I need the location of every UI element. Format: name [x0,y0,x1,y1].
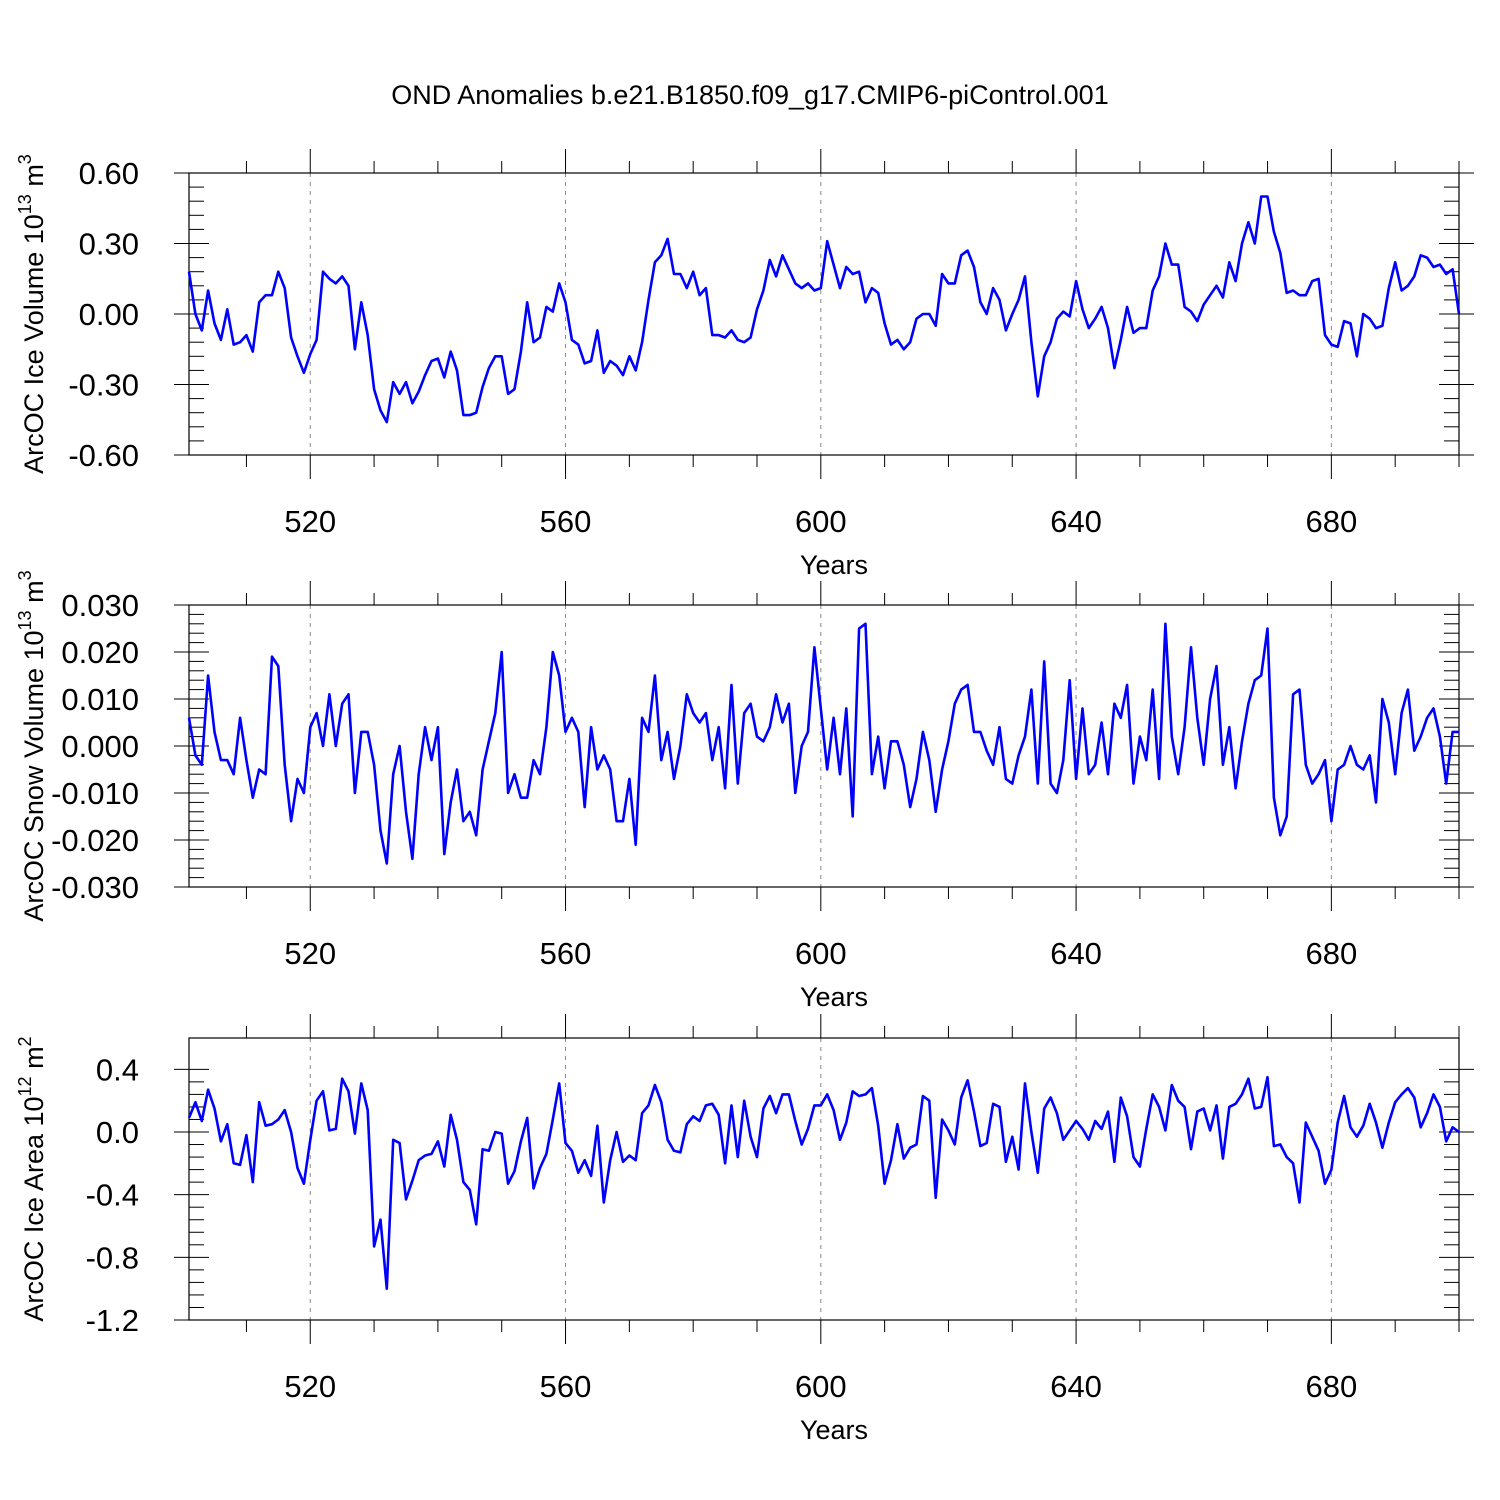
ice-volume-xtick-label: 520 [284,504,336,539]
ice-area-plot-frame [188,1037,1460,1321]
ice-volume-xlabel: Years [800,550,868,580]
snow-volume-ytick-label: -0.010 [51,776,139,811]
ice-area-ylabel: ArcOC Ice Area 1012 m2 [15,1036,49,1321]
ice-area-ytick-label: -1.2 [86,1303,139,1338]
snow-volume-ylabel: ArcOC Snow Volume 10 [19,630,49,921]
snow-volume-ylabel-unit-exp: 3 [15,570,35,580]
ice-area-xtick-label: 640 [1050,1369,1102,1404]
ice-area-xtick-label: 520 [284,1369,336,1404]
snow-volume-ytick-label: -0.030 [51,870,139,905]
ice-area-ylabel: ArcOC Ice Area 10 [19,1096,49,1321]
snow-volume-plot-frame [188,604,1460,888]
ice-volume-ytick-label: 0.60 [79,156,139,191]
snow-volume-xtick-label: 560 [540,936,592,971]
ice-volume-ytick-label: -0.60 [68,438,139,473]
snow-volume-ylabel-exp: 13 [15,610,35,630]
ice-area-ylabel-exp: 12 [15,1076,35,1096]
ice-volume-ytick-label: 0.00 [79,297,139,332]
ice-volume-ytick-label: -0.30 [68,368,139,403]
ice-area-ytick-label: -0.8 [86,1240,139,1275]
ice-volume-ylabel: ArcOC Ice Volume 10 [19,214,49,474]
ice-area-ylabel-unit: m [19,1046,49,1076]
ice-volume-ylabel: ArcOC Ice Volume 1013 m3 [15,154,49,474]
snow-volume-ytick-label: 0.010 [61,682,139,717]
chart-title: OND Anomalies b.e21.B1850.f09_g17.CMIP6-… [391,80,1109,110]
ice-area-series-line [187,1075,1460,1290]
ice-area-xtick-label: 680 [1305,1369,1357,1404]
snow-volume-xtick-label: 680 [1305,936,1357,971]
snow-volume-xtick-label: 520 [284,936,336,971]
snow-volume-series-line [187,622,1459,865]
ice-area-ylabel-unit-exp: 2 [15,1036,35,1046]
ice-area-ytick-label: 0.0 [96,1115,139,1150]
ice-volume-series-line [187,195,1461,424]
ice-volume-xtick-label: 640 [1050,504,1102,539]
ice-area-ytick-label: -0.4 [86,1178,139,1213]
snow-volume-xlabel: Years [800,982,868,1012]
ice-volume-plot-frame [188,172,1460,456]
ice-volume-ylabel-unit-exp: 3 [15,154,35,164]
ice-volume-ytick-label: 0.30 [79,227,139,262]
snow-volume-xtick-label: 640 [1050,936,1102,971]
snow-volume-ytick-label: 0.030 [61,588,139,623]
ice-area-xlabel: Years [800,1415,868,1445]
snow-volume-ylabel: ArcOC Snow Volume 1013 m3 [15,570,49,921]
ice-volume-ylabel-exp: 13 [15,194,35,214]
snow-volume-ytick-label: -0.020 [51,823,139,858]
snow-volume-xtick-label: 600 [795,936,847,971]
ice-volume-xtick-label: 680 [1305,504,1357,539]
ice-area-xtick-label: 600 [795,1369,847,1404]
ice-volume-xtick-label: 600 [795,504,847,539]
snow-volume-ytick-label: 0.000 [61,729,139,764]
snow-volume-ytick-label: 0.020 [61,635,139,670]
snow-volume-ylabel-unit: m [19,580,49,610]
ice-area-xtick-label: 560 [540,1369,592,1404]
ice-volume-ylabel-unit: m [19,164,49,194]
ice-volume-xtick-label: 560 [540,504,592,539]
ice-area-ytick-label: 0.4 [96,1052,139,1087]
